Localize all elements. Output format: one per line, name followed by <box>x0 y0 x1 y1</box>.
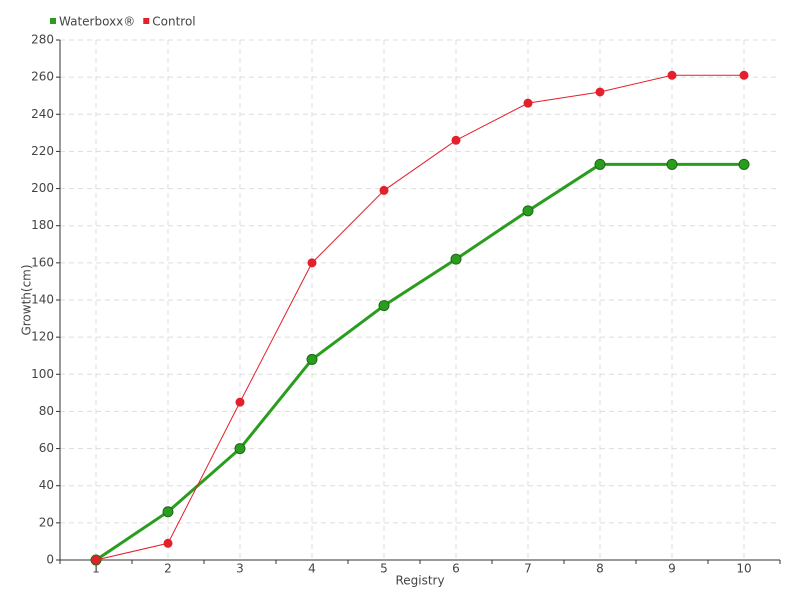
y-tick-label: 200 <box>31 181 54 195</box>
y-tick-label: 0 <box>46 553 54 567</box>
data-point <box>523 98 533 108</box>
y-tick-label: 20 <box>39 515 54 529</box>
data-point <box>667 70 677 80</box>
data-point <box>666 158 678 170</box>
legend-swatch <box>50 18 56 24</box>
data-point <box>451 135 461 145</box>
data-point <box>738 158 750 170</box>
data-point <box>522 205 534 217</box>
y-tick-label: 220 <box>31 144 54 158</box>
x-tick-label: 9 <box>668 562 676 576</box>
x-tick-label: 7 <box>524 562 532 576</box>
legend-label: Control <box>152 15 195 29</box>
x-axis-label: Registry <box>395 574 444 588</box>
x-tick-label: 2 <box>164 562 172 576</box>
y-tick-label: 280 <box>31 33 54 47</box>
series-line <box>95 74 744 561</box>
data-point <box>307 258 317 268</box>
series-line <box>95 162 744 562</box>
y-tick-label: 160 <box>31 255 54 269</box>
x-tick-label: 4 <box>308 562 316 576</box>
data-point <box>739 70 749 80</box>
data-point <box>235 397 245 407</box>
x-tick-label: 8 <box>596 562 604 576</box>
data-point <box>594 158 606 170</box>
x-tick-label: 3 <box>236 562 244 576</box>
data-point <box>163 538 173 548</box>
data-point <box>450 253 462 265</box>
data-point <box>306 353 318 365</box>
y-tick-label: 100 <box>31 367 54 381</box>
data-point <box>595 87 605 97</box>
y-tick-label: 140 <box>31 293 54 307</box>
data-point <box>379 185 389 195</box>
x-tick-label: 5 <box>380 562 388 576</box>
y-tick-label: 60 <box>39 441 54 455</box>
y-tick-label: 240 <box>31 107 54 121</box>
data-point <box>91 555 101 565</box>
y-tick-label: 120 <box>31 330 54 344</box>
y-tick-label: 260 <box>31 70 54 84</box>
y-tick-label: 40 <box>39 478 54 492</box>
x-tick-label: 1 <box>92 562 100 576</box>
x-tick-label: 10 <box>736 562 751 576</box>
data-point <box>162 506 174 518</box>
x-tick-label: 6 <box>452 562 460 576</box>
y-tick-label: 80 <box>39 404 54 418</box>
y-axis-label: Growth(cm) <box>20 264 34 335</box>
data-point <box>378 300 390 312</box>
data-point <box>234 443 246 455</box>
y-tick-label: 180 <box>31 218 54 232</box>
legend-label: Waterboxx® <box>59 15 135 29</box>
legend-swatch <box>143 18 150 24</box>
